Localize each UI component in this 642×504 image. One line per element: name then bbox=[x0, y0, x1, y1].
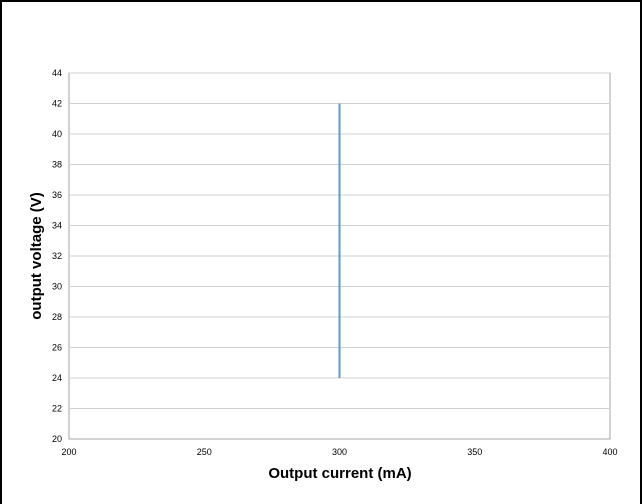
y-tick-label-36: 36 bbox=[52, 190, 62, 200]
y-tick-label-30: 30 bbox=[52, 282, 62, 292]
x-tick-labels: 200 250 300 350 400 bbox=[61, 447, 617, 457]
x-tick-label-250: 250 bbox=[197, 447, 212, 457]
x-tick-label-350: 350 bbox=[467, 447, 482, 457]
y-tick-labels: 20 22 24 26 28 30 32 34 36 38 40 42 44 bbox=[52, 68, 62, 444]
x-axis-title: Output current (mA) bbox=[268, 465, 411, 482]
y-tick-label-34: 34 bbox=[52, 221, 62, 231]
y-tick-label-40: 40 bbox=[52, 129, 62, 139]
x-tick-label-300: 300 bbox=[332, 447, 347, 457]
x-tick-label-200: 200 bbox=[61, 447, 76, 457]
y-tick-label-20: 20 bbox=[52, 434, 62, 444]
y-tick-label-38: 38 bbox=[52, 160, 62, 170]
y-tick-label-24: 24 bbox=[52, 373, 62, 383]
y-tick-label-22: 22 bbox=[52, 404, 62, 414]
y-tick-label-26: 26 bbox=[52, 343, 62, 353]
y-tick-label-44: 44 bbox=[52, 68, 62, 78]
y-tick-label-42: 42 bbox=[52, 99, 62, 109]
x-tick-label-400: 400 bbox=[602, 447, 617, 457]
y-tick-label-32: 32 bbox=[52, 251, 62, 261]
y-tick-label-28: 28 bbox=[52, 312, 62, 322]
y-axis-title: output voltage (V) bbox=[28, 192, 45, 320]
